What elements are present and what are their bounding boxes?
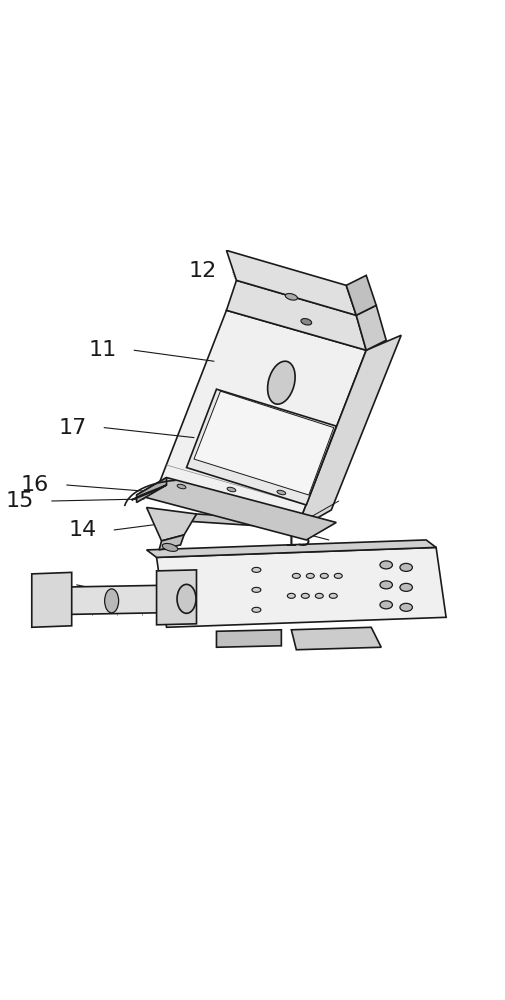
Polygon shape (156, 570, 196, 625)
Polygon shape (131, 485, 166, 500)
Ellipse shape (306, 573, 314, 578)
Polygon shape (356, 305, 385, 350)
Ellipse shape (320, 573, 328, 578)
Text: 14: 14 (68, 520, 96, 540)
Polygon shape (46, 585, 186, 615)
Text: 16: 16 (21, 475, 49, 495)
Text: 12: 12 (188, 261, 216, 281)
Polygon shape (216, 630, 281, 647)
Ellipse shape (301, 593, 309, 598)
Polygon shape (226, 250, 356, 315)
Polygon shape (156, 547, 445, 627)
Ellipse shape (276, 490, 285, 495)
Ellipse shape (105, 589, 118, 613)
Polygon shape (146, 507, 196, 541)
Polygon shape (291, 627, 380, 650)
Text: 13: 13 (282, 530, 311, 550)
Ellipse shape (162, 543, 177, 551)
Ellipse shape (251, 567, 261, 572)
Ellipse shape (334, 573, 341, 578)
Ellipse shape (251, 607, 261, 612)
Polygon shape (193, 391, 333, 495)
Polygon shape (32, 572, 72, 627)
Ellipse shape (177, 584, 195, 613)
Polygon shape (186, 389, 336, 505)
Ellipse shape (399, 583, 412, 591)
Text: 15: 15 (6, 491, 34, 511)
Ellipse shape (177, 484, 185, 489)
Polygon shape (345, 275, 375, 315)
Polygon shape (136, 478, 336, 540)
Ellipse shape (39, 587, 55, 615)
Polygon shape (156, 310, 366, 530)
Ellipse shape (315, 593, 323, 598)
Ellipse shape (227, 487, 235, 492)
Polygon shape (226, 280, 366, 350)
Polygon shape (146, 540, 435, 557)
Ellipse shape (287, 593, 295, 598)
Polygon shape (159, 535, 184, 550)
Ellipse shape (300, 319, 311, 325)
Ellipse shape (379, 561, 392, 569)
Polygon shape (296, 335, 400, 530)
Text: 2: 2 (45, 575, 59, 595)
Text: 11: 11 (88, 340, 116, 360)
Ellipse shape (379, 601, 392, 609)
Ellipse shape (329, 593, 337, 598)
Ellipse shape (399, 603, 412, 611)
Ellipse shape (267, 361, 294, 404)
Text: 17: 17 (58, 418, 86, 438)
Ellipse shape (379, 581, 392, 589)
Polygon shape (136, 478, 166, 502)
Ellipse shape (292, 573, 300, 578)
Ellipse shape (251, 587, 261, 592)
Ellipse shape (399, 563, 412, 571)
Polygon shape (191, 514, 331, 530)
Ellipse shape (285, 294, 297, 300)
